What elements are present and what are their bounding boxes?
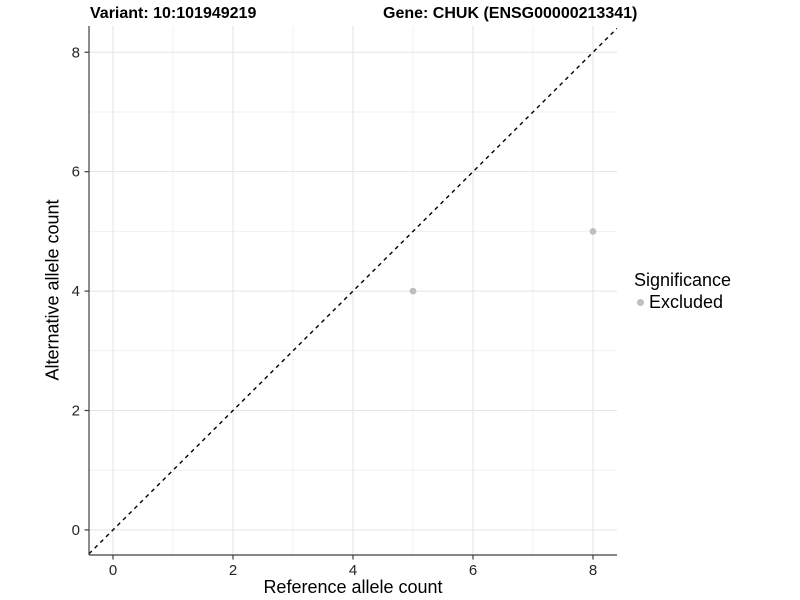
y-tick-label: 6 <box>72 164 80 181</box>
x-tick-label: 0 <box>109 562 117 579</box>
legend-item: Excluded <box>634 293 731 312</box>
y-tick-label: 4 <box>72 283 80 300</box>
legend-items: Excluded <box>634 293 731 312</box>
data-point <box>409 287 417 295</box>
legend-title: Significance <box>634 270 732 290</box>
data-point <box>589 227 597 235</box>
x-tick-label: 2 <box>229 562 237 579</box>
legend: Significance Excluded <box>634 270 731 312</box>
y-axis-label: Alternative allele count <box>42 199 63 381</box>
x-tick-label: 8 <box>589 562 597 579</box>
y-tick-label: 8 <box>72 44 80 61</box>
x-axis-label: Reference allele count <box>263 577 443 597</box>
x-tick-label: 4 <box>349 562 357 579</box>
y-tick-label: 2 <box>72 403 80 420</box>
y-tick-label: 0 <box>72 522 80 539</box>
plot-title-gene: Gene: CHUK (ENSG00000213341) <box>383 5 638 22</box>
legend-item-label: Excluded <box>649 292 724 312</box>
x-tick-label: 6 <box>469 562 477 579</box>
plot-title-variant: Variant: 10:101949219 <box>90 5 257 22</box>
legend-point-icon <box>637 299 644 306</box>
